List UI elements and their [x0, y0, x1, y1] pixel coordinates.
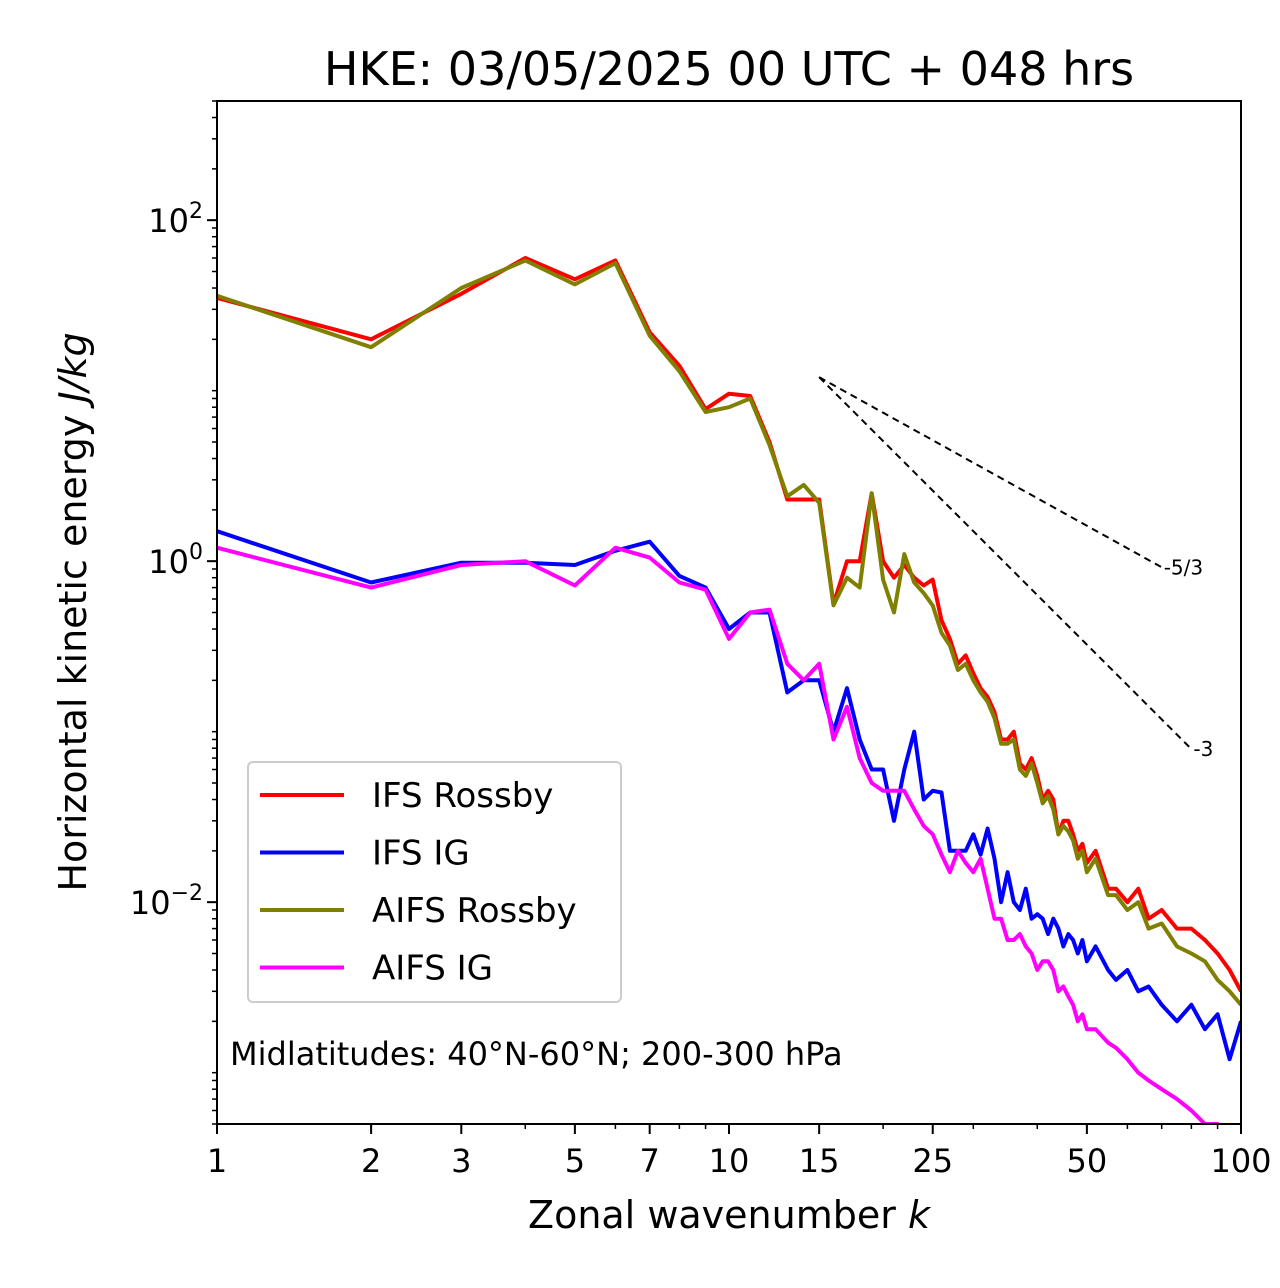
reference-line-label-5-3: -5/3: [1164, 555, 1203, 579]
series-line-aifs-ig: [217, 545, 1221, 1124]
x-tick-label: 50: [1067, 1142, 1108, 1180]
x-tick-label: 5: [565, 1142, 585, 1180]
x-axis-label: Zonal wavenumber k: [528, 1193, 932, 1237]
series-line-aifs-rossby: [217, 258, 1241, 1007]
x-tick-label: 1: [207, 1142, 227, 1180]
region-annotation: Midlatitudes: 40°N-60°N; 200-300 hPa: [230, 1035, 843, 1073]
chart-title: HKE: 03/05/2025 00 UTC + 048 hrs: [324, 42, 1134, 96]
y-tick-label: 10−2: [130, 881, 203, 922]
x-tick-label: 15: [799, 1142, 840, 1180]
reference-line-slope-3: [818, 376, 1193, 750]
x-tick-label: 100: [1210, 1142, 1271, 1180]
legend-label-ifs-rossby: IFS Rossby: [372, 776, 553, 816]
series-layer: [217, 256, 1241, 1124]
legend: IFS Rossby IFS IG AIFS Rossby AIFS IG: [247, 761, 622, 1003]
x-tick-label: 7: [640, 1142, 660, 1180]
x-tick-label: 2: [361, 1142, 381, 1180]
legend-label-aifs-ig: AIFS IG: [372, 949, 493, 989]
y-tick-label: 100: [148, 540, 203, 581]
x-tick-label: 3: [451, 1142, 471, 1180]
x-tick-label: 10: [709, 1142, 750, 1180]
x-axis-ticks: 1 2 3 5 7 10 15 25 50 100: [207, 1124, 1272, 1180]
reference-line-slope-5-3: [818, 376, 1163, 569]
reference-lines: -5/3 -3: [818, 376, 1213, 761]
y-axis-ticks: 10−2 100 102: [130, 100, 217, 1125]
y-tick-label: 102: [148, 199, 203, 240]
reference-line-label-3: -3: [1193, 737, 1213, 761]
legend-label-aifs-rossby: AIFS Rossby: [372, 891, 577, 931]
x-tick-label: 25: [912, 1142, 953, 1180]
y-axis-label: Horizontal kinetic energy J/kg: [51, 332, 95, 891]
legend-box: [247, 761, 622, 1003]
legend-label-ifs-ig: IFS IG: [372, 834, 470, 874]
